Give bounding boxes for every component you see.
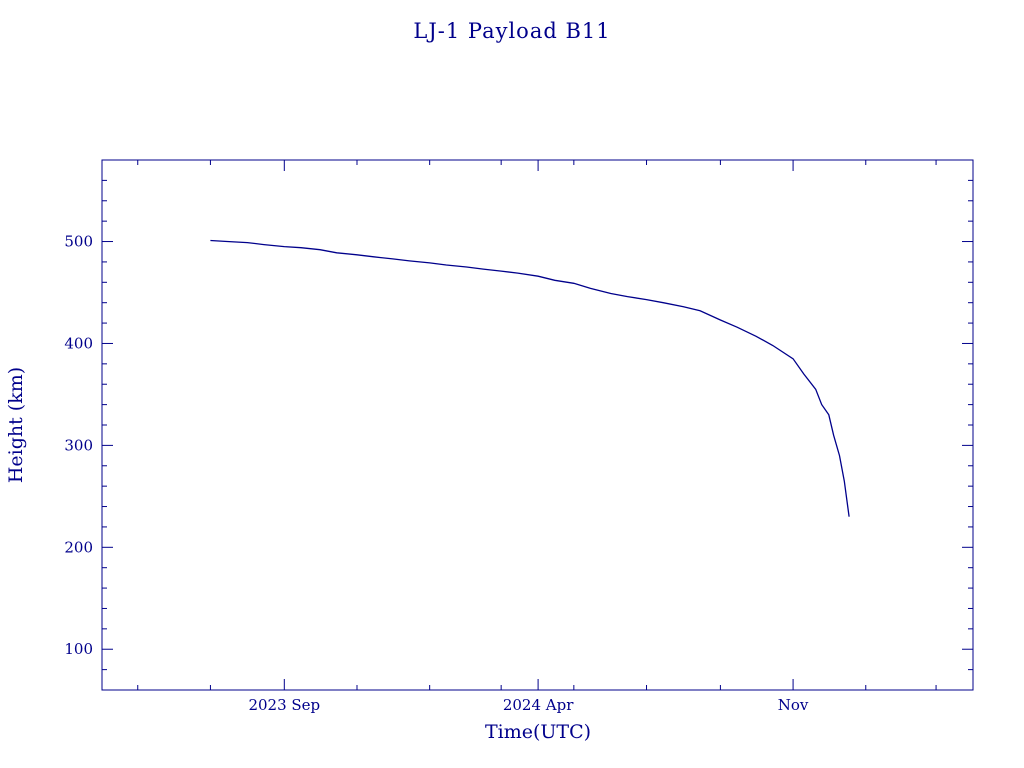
x-tick-label: 2023 Sep xyxy=(248,696,320,714)
x-axis-label: Time(UTC) xyxy=(485,721,591,743)
y-tick-label: 300 xyxy=(64,436,93,454)
y-axis-ticks xyxy=(102,179,973,671)
y-tick-label: 500 xyxy=(64,233,93,251)
plot-area-frame xyxy=(101,159,974,691)
x-axis-ticks xyxy=(137,160,937,690)
x-tick-label: 2024 Apr xyxy=(503,696,574,714)
y-axis-label: Height (km) xyxy=(5,367,27,483)
x-axis-tick-labels: 2023 Sep 2024 Apr Nov xyxy=(248,696,808,714)
y-tick-label: 400 xyxy=(64,334,93,352)
series-line-height xyxy=(210,239,850,517)
y-axis-tick-labels: 100 200 300 400 500 xyxy=(64,233,93,659)
y-tick-label: 200 xyxy=(64,538,93,556)
x-tick-label: Nov xyxy=(778,696,809,714)
chart-title: LJ-1 Payload B11 xyxy=(413,19,610,43)
y-tick-label: 100 xyxy=(64,640,93,658)
